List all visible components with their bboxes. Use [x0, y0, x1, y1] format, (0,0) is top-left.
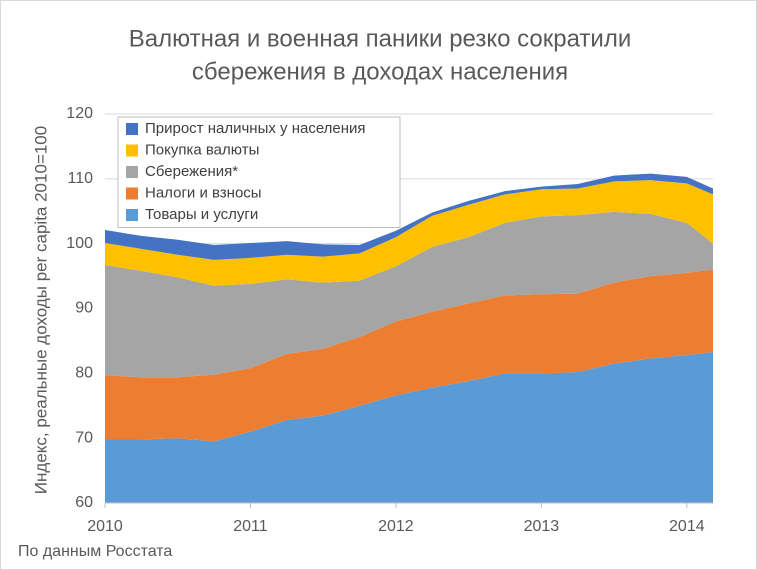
x-tick-label: 2014 — [669, 518, 705, 535]
y-tick-label: 100 — [66, 235, 93, 252]
y-tick-label: 120 — [66, 105, 93, 122]
x-tick-label: 2010 — [87, 518, 123, 535]
legend-label: Прирост наличных у населения — [145, 120, 366, 137]
y-tick-label: 110 — [67, 170, 93, 187]
area — [105, 269, 713, 442]
legend-label: Налоги и взносы — [145, 184, 262, 201]
source: По данным Росстата — [18, 543, 172, 560]
chart-title: Валютная и военная паники резко сократил… — [129, 25, 632, 52]
legend-label: Товары и услуги — [145, 206, 258, 223]
area — [105, 351, 713, 503]
legend-swatch — [126, 123, 138, 135]
legend-swatch — [126, 187, 138, 200]
legend-swatch — [126, 209, 138, 221]
y-axis-label: Индекс, реальные доходы per capita 2010=… — [31, 126, 50, 494]
y-tick-label: 60 — [75, 494, 93, 511]
y-tick-label: 80 — [75, 365, 93, 382]
area — [105, 211, 713, 378]
area — [105, 173, 713, 260]
y-tick-label: 90 — [75, 300, 93, 317]
x-tick-label: 2013 — [524, 518, 560, 535]
area — [105, 180, 713, 286]
legend-label: Сбережения* — [145, 163, 238, 180]
legend-swatch — [126, 144, 138, 157]
x-tick-label: 2011 — [233, 518, 268, 535]
x-tick-label: 2012 — [378, 518, 414, 535]
chart-title: сбережения в доходах населения — [192, 58, 568, 85]
legend-label: Покупка валюты — [145, 141, 259, 158]
legend-box — [117, 116, 401, 228]
legend-swatch — [126, 166, 138, 178]
y-tick-label: 70 — [75, 429, 93, 446]
